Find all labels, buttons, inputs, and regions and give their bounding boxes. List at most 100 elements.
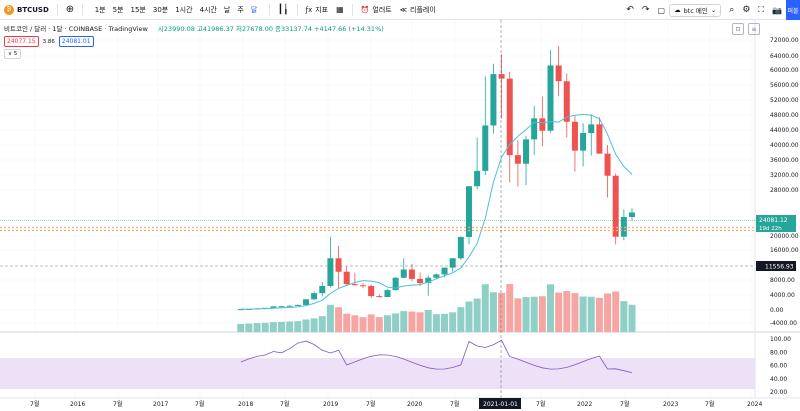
layout-selector[interactable]: ☁ btc 메인 ⌄: [669, 3, 722, 17]
candle-body: [539, 118, 546, 131]
rsi-tick-label: 80.00: [770, 349, 787, 356]
volume-bar: [506, 284, 514, 332]
rsi-tick-label: 20.00: [770, 389, 787, 396]
volume-bar: [587, 296, 595, 332]
bitcoin-icon: ₿: [4, 4, 14, 15]
redo-icon[interactable]: ↷: [641, 5, 650, 15]
templates-icon[interactable]: ▦: [336, 5, 344, 14]
volume-bar: [408, 311, 416, 332]
timeframe-달[interactable]: 달: [250, 5, 258, 14]
camera-icon[interactable]: 📷: [772, 5, 782, 15]
volume-bar: [253, 323, 261, 332]
candle-body: [474, 170, 481, 187]
price-tick-label: 56000.00: [770, 82, 799, 89]
plus-circle-icon[interactable]: ⊕: [65, 4, 75, 15]
divider: [296, 3, 298, 16]
volume-bar: [310, 318, 318, 332]
timeframe-15분[interactable]: 15분: [130, 5, 146, 14]
gear-icon[interactable]: ⚙: [742, 5, 751, 15]
time-tick-label: 2016: [70, 401, 85, 408]
volume-bar: [546, 284, 554, 332]
candle-body: [523, 139, 530, 164]
lock-icon[interactable]: ⊡: [732, 23, 744, 35]
volume-bar: [465, 301, 473, 332]
replay-button[interactable]: ≪ 리플레이: [396, 0, 440, 20]
ohlc-values: 시23990.08 고41986.37 저27678.00 종33137.74 …: [157, 25, 384, 33]
volume-bar: [416, 312, 424, 332]
time-tick-label: 7월: [30, 400, 39, 408]
current-price-badge: [756, 215, 796, 224]
time-tick-label: 2022: [577, 401, 592, 408]
layout-name: btc 메인: [683, 7, 708, 15]
candle-body: [270, 306, 277, 308]
candle-body: [596, 124, 603, 154]
current-price-text: 24081.12: [759, 217, 788, 224]
candle-body: [612, 175, 619, 237]
timeframe-30분[interactable]: 30분: [152, 5, 169, 14]
volume-bar: [441, 313, 449, 332]
volume-bar: [498, 292, 506, 332]
timeframe-5분[interactable]: 5분: [112, 5, 124, 14]
publish-button[interactable]: 퍼블: [786, 0, 800, 20]
symbol-search[interactable]: ₿ BTCUSD: [0, 0, 53, 20]
volume-bars: [237, 284, 636, 332]
alarm-clock-icon: ⏰: [360, 5, 370, 14]
divider: [82, 3, 84, 16]
volume-bar: [424, 309, 432, 332]
volume-bar: [473, 298, 481, 332]
price-tick-label: 52000.00: [770, 97, 799, 104]
candle-body: [482, 125, 489, 171]
alert-button[interactable]: ⏰ 얼러트: [357, 0, 396, 20]
countdown-badge: [756, 224, 796, 232]
price-tick-label: 60000.00: [770, 67, 799, 74]
undo-icon[interactable]: ↶: [626, 5, 634, 15]
volume-bar: [555, 292, 563, 332]
divider: [351, 3, 353, 16]
layers-icon[interactable]: ≡: [748, 23, 760, 35]
volume-bar: [375, 317, 383, 332]
candle-body: [302, 299, 309, 305]
time-tick-label: 7월: [536, 400, 545, 408]
legend: 비트코인 / 달러 · 1달 · COINBASE · TradingView …: [4, 23, 384, 33]
candle-body: [319, 286, 326, 294]
time-tick-label: 2020: [407, 401, 422, 408]
timeframe-주[interactable]: 주: [237, 5, 244, 14]
candle-body: [237, 309, 244, 311]
candle-body: [408, 269, 415, 279]
volume-bar: [367, 314, 375, 332]
time-tick-label: 2018: [238, 401, 253, 408]
volume-bar: [302, 319, 310, 332]
candle-body: [498, 74, 505, 79]
time-tick-label: 7월: [113, 400, 122, 408]
rewind-icon: ≪: [399, 5, 408, 14]
candle-body: [376, 296, 383, 298]
rsi-tick-label: 40.00: [770, 376, 787, 383]
timeframe-1분[interactable]: 1분: [94, 5, 106, 14]
rsi-tick-label: 100.00: [770, 336, 791, 343]
sell-button[interactable]: 24077.15: [4, 36, 39, 47]
timeframe-1시간[interactable]: 1시간: [175, 5, 193, 14]
buy-button[interactable]: 24081.01: [58, 36, 94, 47]
candlesticks: [237, 46, 635, 311]
indicators-button[interactable]: ƒx 지표: [302, 0, 333, 20]
candle-body: [588, 124, 595, 133]
indicator-collapse-button[interactable]: ∨ 5: [4, 49, 22, 59]
candle-body: [571, 121, 578, 151]
candle-body: [555, 65, 562, 82]
chart-type-icon[interactable]: ┃╽: [277, 4, 289, 15]
candle-body: [620, 217, 627, 237]
time-tick-label: 2019: [323, 401, 338, 408]
timeframe-날[interactable]: 날: [223, 5, 231, 14]
fullscreen-icon[interactable]: ▢: [657, 5, 666, 15]
candle-body: [335, 258, 342, 272]
volume-bar: [538, 296, 546, 332]
price-tick-label: 8000.00: [770, 277, 795, 284]
search-icon[interactable]: ⌕: [729, 5, 735, 15]
divider: [268, 3, 270, 16]
candle-body: [343, 271, 350, 285]
fullscreen-expand-icon[interactable]: ⛶: [758, 5, 765, 14]
price-tick-label: 28000.00: [770, 187, 799, 194]
volume-bar: [326, 304, 334, 332]
timeframe-4시간[interactable]: 4시간: [199, 5, 217, 14]
